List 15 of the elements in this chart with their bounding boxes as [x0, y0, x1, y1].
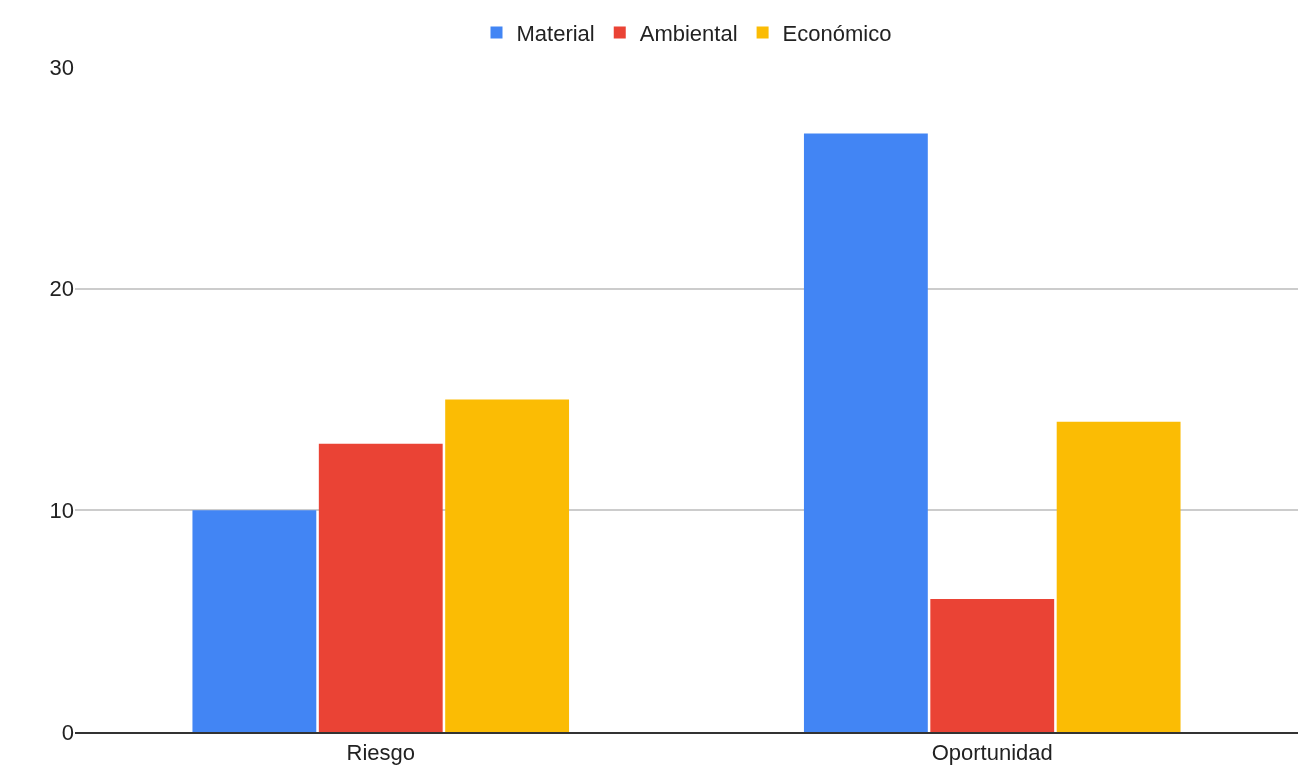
bar — [930, 599, 1055, 732]
y-tick-label: 0 — [61, 719, 74, 745]
bar — [803, 133, 928, 732]
y-tick-label: 10 — [49, 498, 74, 524]
x-tick-label: Riesgo — [346, 740, 415, 766]
legend-label: Económico — [782, 21, 892, 47]
legend-label: Ambiental — [639, 21, 738, 47]
y-tick-label: 20 — [49, 276, 74, 302]
bar — [318, 443, 443, 732]
y-tick-label: 30 — [49, 54, 74, 80]
legend-label: Material — [516, 21, 595, 47]
bar — [192, 510, 317, 732]
bar — [445, 399, 570, 732]
x-tick-label: Oportunidad — [931, 740, 1053, 766]
bar — [1056, 421, 1181, 732]
